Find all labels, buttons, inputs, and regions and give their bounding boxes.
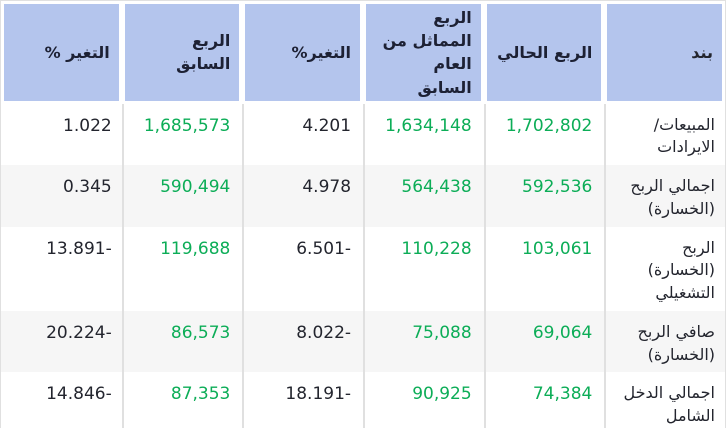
same-quarter-prev-year-value-cell: 110,228 <box>363 226 484 311</box>
item-name-cell: المبيعات/ الايرادات <box>604 103 725 166</box>
current-quarter-value-cell: 592,536 <box>483 165 605 227</box>
same-quarter-prev-year-value-cell: 75,088 <box>363 310 484 373</box>
change-qoq-value-cell: 20.224- <box>1 310 122 373</box>
change-yoy-value-cell: 6.501- <box>242 226 364 311</box>
col-header-item: بند <box>604 1 725 104</box>
change-yoy-value-cell: 4.978 <box>242 165 364 227</box>
previous-quarter-value-cell: 119,688 <box>121 226 243 311</box>
same-quarter-prev-year-value-cell: 564,438 <box>363 165 484 227</box>
change-qoq-value-cell: 13.891- <box>1 226 122 311</box>
col-header-same-quarter-previous-year: الربع المماثل من العام السابق <box>363 1 484 104</box>
change-yoy-value-cell: 18.191- <box>242 372 364 428</box>
previous-quarter-value-cell: 86,573 <box>121 310 243 373</box>
same-quarter-prev-year-value-cell: 90,925 <box>363 372 484 428</box>
change-yoy-value-cell: 4.201 <box>242 103 364 166</box>
current-quarter-value-cell: 69,064 <box>483 310 605 373</box>
item-name-cell: اجمالي الدخل الشامل <box>604 372 725 428</box>
change-qoq-value-cell: 1.022 <box>1 103 122 166</box>
previous-quarter-value-cell: 590,494 <box>121 165 243 227</box>
same-quarter-prev-year-value-cell: 1,634,148 <box>363 103 484 166</box>
col-header-current-quarter: الربع الحالي <box>483 1 605 104</box>
current-quarter-value-cell: 103,061 <box>483 226 605 311</box>
table-row: صافي الربح (الخسارة) 69,064 75,088 8.022… <box>1 310 725 373</box>
item-name-cell: صافي الربح (الخسارة) <box>604 310 725 373</box>
current-quarter-value-cell: 1,702,802 <box>483 103 605 166</box>
item-name-cell: اجمالي الربح (الخسارة) <box>604 165 725 227</box>
change-yoy-value-cell: 8.022- <box>242 310 364 373</box>
change-qoq-value-cell: 0.345 <box>1 165 122 227</box>
change-qoq-value-cell: 14.846- <box>1 372 122 428</box>
table-body: المبيعات/ الايرادات 1,702,802 1,634,148 … <box>1 103 725 428</box>
table-row: المبيعات/ الايرادات 1,702,802 1,634,148 … <box>1 103 725 166</box>
table-row: اجمالي الربح (الخسارة) 592,536 564,438 4… <box>1 165 725 227</box>
table-row: اجمالي الدخل الشامل 74,384 90,925 18.191… <box>1 372 725 428</box>
previous-quarter-value-cell: 87,353 <box>121 372 243 428</box>
col-header-previous-quarter: الربع السابق <box>121 1 243 104</box>
table-header-row: بند الربع الحالي الربع المماثل من العام … <box>1 1 725 104</box>
item-name-cell: الربح (الخسارة) التشغيلي <box>604 226 725 311</box>
table-row: الربح (الخسارة) التشغيلي 103,061 110,228… <box>1 226 725 311</box>
col-header-change-yoy: التغير% <box>242 1 364 104</box>
current-quarter-value-cell: 74,384 <box>483 372 605 428</box>
table-header: بند الربع الحالي الربع المماثل من العام … <box>1 1 725 104</box>
col-header-change-qoq: التغير % <box>1 1 122 104</box>
previous-quarter-value-cell: 1,685,573 <box>121 103 243 166</box>
